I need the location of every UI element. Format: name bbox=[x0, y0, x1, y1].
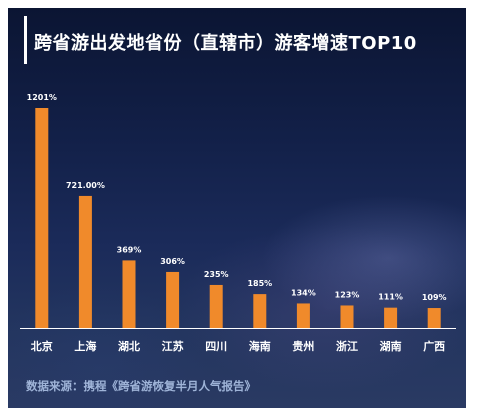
category-label-6: 海南 bbox=[249, 339, 271, 353]
title-accent-bar bbox=[24, 16, 27, 64]
bar-6 bbox=[253, 294, 267, 328]
value-label-6: 185% bbox=[247, 279, 272, 288]
category-label-4: 江苏 bbox=[162, 339, 184, 353]
category-label-5: 四川 bbox=[205, 340, 227, 353]
value-label-9: 111% bbox=[378, 293, 403, 302]
value-label-1: 1201% bbox=[27, 93, 57, 102]
bar-7 bbox=[296, 303, 310, 328]
category-label-10: 广西 bbox=[423, 339, 445, 353]
bar-5 bbox=[209, 284, 223, 328]
category-label-3: 湖北 bbox=[118, 339, 140, 353]
value-label-2: 721.00% bbox=[66, 181, 105, 190]
category-labels-group: 北京 上海 湖北 江苏 四川 海南 贵州 浙江 湖南 广西 bbox=[31, 339, 445, 353]
category-label-9: 湖南 bbox=[380, 339, 402, 353]
value-label-7: 134% bbox=[291, 288, 316, 297]
value-label-10: 109% bbox=[422, 293, 447, 302]
value-label-8: 123% bbox=[335, 290, 360, 299]
category-label-2: 上海 bbox=[74, 339, 96, 353]
value-labels-group: 1201% 721.00% 369% 306% 235% 185% 134% 123% 111%… bbox=[27, 93, 447, 302]
bar-chart: 1201% 721.00% 369% 306% 235% 185% 134% 123% 111%… bbox=[20, 93, 456, 353]
category-label-8: 浙江 bbox=[336, 339, 358, 353]
category-label-7: 贵州 bbox=[292, 339, 314, 353]
bar-8 bbox=[340, 305, 354, 328]
data-source-note: 数据来源：携程《跨省游恢复半月人气报告》 bbox=[26, 379, 256, 393]
bar-1 bbox=[35, 108, 49, 328]
bar-10 bbox=[427, 308, 441, 328]
category-label-1: 北京 bbox=[31, 339, 53, 353]
chart-panel: 跨省游出发地省份（直辖市）游客增速TOP10 1201% 721.00% 369% 3… bbox=[8, 8, 466, 408]
bars-group bbox=[35, 108, 441, 328]
value-label-4: 306% bbox=[160, 257, 185, 266]
value-label-5: 235% bbox=[204, 270, 229, 279]
value-label-3: 369% bbox=[117, 245, 142, 254]
bar-3 bbox=[122, 260, 136, 328]
chart-title: 跨省游出发地省份（直辖市）游客增速TOP10 bbox=[34, 33, 417, 54]
bar-4 bbox=[166, 271, 180, 328]
bar-2 bbox=[78, 195, 92, 328]
bar-9 bbox=[384, 307, 398, 328]
